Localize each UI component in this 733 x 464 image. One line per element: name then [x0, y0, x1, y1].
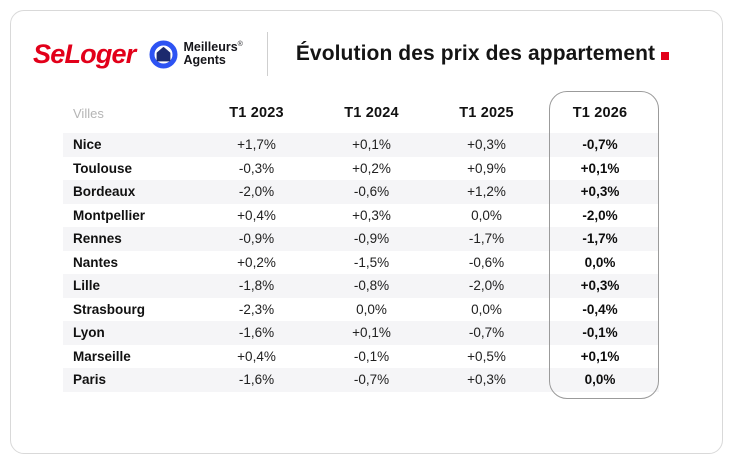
value-cell: -0,9% — [353, 231, 390, 247]
column-header-t1-2025: T1 2025 — [459, 105, 514, 121]
value-cell: -0,6% — [468, 254, 505, 270]
value-cell: +0,3% — [352, 207, 391, 223]
value-cell-highlight: +0,3% — [580, 278, 620, 294]
table-row-paris: Paris -1,6% -0,7% +0,3% 0,0% — [63, 368, 659, 392]
city-cell: Montpellier — [73, 207, 146, 223]
city-cell: Lille — [73, 278, 101, 294]
city-cell: Nantes — [73, 254, 119, 270]
value-cell-highlight: +0,3% — [580, 184, 620, 200]
value-cell-highlight: -0,7% — [582, 137, 618, 153]
value-cell: -1,7% — [468, 231, 505, 247]
title-wrap: Évolution des prix des appartement — [295, 42, 670, 66]
value-cell-highlight: +0,1% — [580, 348, 620, 364]
value-cell: +1,7% — [237, 137, 276, 153]
value-cell: -1,8% — [238, 278, 275, 294]
table-header-row: Villes T1 2023 T1 2024 T1 2025 T1 2026 — [63, 93, 659, 133]
city-cell: Toulouse — [73, 160, 132, 176]
seloger-logo: SeLoger — [33, 38, 139, 69]
table-row-lille: Lille -1,8% -0,8% -2,0% +0,3% — [63, 274, 659, 298]
table-row-nantes: Nantes +0,2% -1,5% -0,6% 0,0% — [63, 251, 659, 275]
value-cell-highlight: -1,7% — [582, 231, 618, 247]
ma-logo-text: Meilleurs® Agents — [183, 39, 243, 68]
ma-logo-line2: Agents — [183, 53, 226, 68]
column-header-villes: Villes — [73, 105, 104, 121]
value-cell: +0,4% — [237, 348, 276, 364]
table-row-bordeaux: Bordeaux -2,0% -0,6% +1,2% +0,3% — [63, 180, 659, 204]
column-header-t1-2026: T1 2026 — [572, 105, 628, 121]
table-row-nice: Nice +1,7% +0,1% +0,3% -0,7% — [63, 133, 659, 157]
city-cell: Paris — [73, 372, 107, 388]
city-cell: Lyon — [73, 325, 105, 341]
table-body: Nice +1,7% +0,1% +0,3% -0,7% Toulouse -0… — [63, 133, 659, 392]
ma-house-icon — [149, 40, 178, 68]
value-cell-highlight: 0,0% — [584, 372, 616, 388]
value-cell: 0,0% — [356, 301, 387, 317]
value-cell-highlight: +0,1% — [580, 160, 620, 176]
city-cell: Marseille — [73, 348, 131, 364]
page-title: Évolution des prix des appartement — [295, 42, 656, 65]
table-row-strasbourg: Strasbourg -2,3% 0,0% 0,0% -0,4% — [63, 298, 659, 322]
value-cell: -2,3% — [238, 301, 275, 317]
value-cell: +0,9% — [467, 160, 506, 176]
value-cell: -0,3% — [238, 160, 275, 176]
value-cell: +1,2% — [467, 184, 506, 200]
title-accent-dot — [661, 52, 670, 60]
seloger-logo-loger: Loger — [64, 38, 136, 69]
value-cell: -0,1% — [353, 348, 390, 364]
value-cell-highlight: -0,4% — [582, 301, 618, 317]
value-cell: -2,0% — [468, 278, 505, 294]
table-row-marseille: Marseille +0,4% -0,1% +0,5% +0,1% — [63, 345, 659, 369]
value-cell: -0,9% — [238, 231, 275, 247]
city-cell: Strasbourg — [73, 301, 146, 317]
table-row-lyon: Lyon -1,6% +0,1% -0,7% -0,1% — [63, 321, 659, 345]
value-cell: +0,4% — [237, 207, 276, 223]
infographic-card: SeLoger Meilleurs® Agents Évolution des … — [10, 10, 723, 454]
value-cell: +0,2% — [352, 160, 391, 176]
seloger-logo-se: Se — [33, 38, 65, 69]
column-header-t1-2023: T1 2023 — [229, 105, 284, 121]
city-cell: Rennes — [73, 231, 122, 247]
value-cell: -0,7% — [468, 325, 505, 341]
header-divider — [266, 32, 268, 76]
value-cell: +0,3% — [467, 137, 506, 153]
value-cell: +0,5% — [467, 348, 506, 364]
value-cell: +0,1% — [352, 325, 391, 341]
value-cell: 0,0% — [471, 301, 502, 317]
table-row-toulouse: Toulouse -0,3% +0,2% +0,9% +0,1% — [63, 157, 659, 181]
value-cell: -0,8% — [353, 278, 390, 294]
city-cell: Nice — [73, 137, 102, 153]
value-cell: +0,1% — [352, 137, 391, 153]
city-cell: Bordeaux — [73, 184, 136, 200]
price-table: Villes T1 2023 T1 2024 T1 2025 T1 2026 N… — [63, 91, 659, 399]
table-row-montpellier: Montpellier +0,4% +0,3% 0,0% -2,0% — [63, 204, 659, 228]
value-cell: +0,3% — [467, 372, 506, 388]
value-cell-highlight: -2,0% — [582, 207, 618, 223]
value-cell: -0,6% — [353, 184, 390, 200]
value-cell-highlight: -0,1% — [582, 325, 618, 341]
table-row-rennes: Rennes -0,9% -0,9% -1,7% -1,7% — [63, 227, 659, 251]
value-cell: -1,5% — [353, 254, 390, 270]
header: SeLoger Meilleurs® Agents Évolution des … — [33, 31, 722, 77]
value-cell: -1,6% — [238, 372, 275, 388]
value-cell: -0,7% — [353, 372, 390, 388]
column-header-t1-2024: T1 2024 — [344, 105, 399, 121]
value-cell: 0,0% — [471, 207, 502, 223]
value-cell-highlight: 0,0% — [584, 254, 616, 270]
value-cell: -2,0% — [238, 184, 275, 200]
value-cell: -1,6% — [238, 325, 275, 341]
ma-registered-mark: ® — [237, 40, 243, 48]
value-cell: +0,2% — [237, 254, 276, 270]
ma-logo-line1: Meilleurs — [183, 39, 238, 54]
meilleurs-agents-logo: Meilleurs® Agents — [149, 39, 243, 69]
